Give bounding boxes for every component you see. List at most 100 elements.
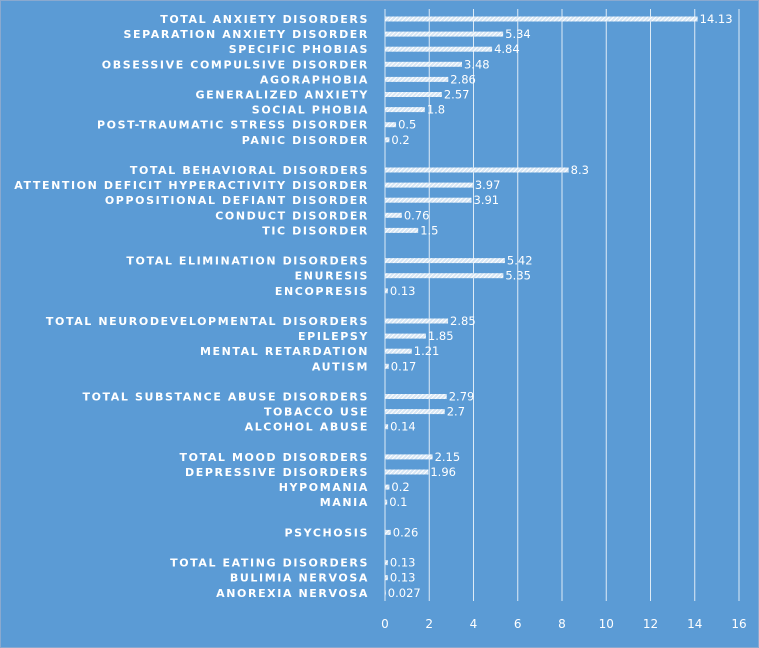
bar: [385, 16, 698, 22]
data-label: 5.35: [505, 269, 531, 283]
bar: [385, 590, 386, 596]
category-label: AGORAPHOBIA: [260, 73, 369, 86]
data-label: 0.2: [391, 133, 409, 147]
category-labels: TOTAL ANXIETY DISORDERS SEPARATION ANXIET…: [14, 13, 369, 600]
bar: [385, 107, 425, 113]
data-label: 0.027: [388, 586, 421, 600]
data-label: 0.13: [390, 284, 416, 298]
bar: [385, 575, 388, 581]
bar: [385, 273, 504, 279]
data-label: 0.5: [398, 118, 416, 132]
bar: [385, 31, 504, 37]
bar: [385, 499, 388, 505]
data-label: 2.15: [435, 450, 461, 464]
bars: [385, 16, 698, 596]
data-label: 0.26: [393, 525, 419, 539]
data-label: 2.7: [447, 405, 465, 419]
bar: [385, 484, 390, 490]
data-label: 0.1: [389, 495, 407, 509]
bar: [385, 394, 447, 399]
category-label: SOCIAL PHOBIA: [252, 104, 369, 117]
category-label: CONDUCT DISORDER: [215, 209, 369, 222]
category-label: ATTENTION DEFICIT HYPERACTIVITY DISORDER: [14, 179, 369, 192]
gridlines: [384, 9, 740, 601]
data-label: 4.84: [494, 42, 520, 56]
bar: [385, 76, 449, 82]
data-label: 2.57: [444, 88, 470, 102]
bar: [385, 122, 397, 128]
data-label: 5.42: [507, 254, 533, 268]
category-label: OBSESSIVE COMPULSIVE DISORDER: [102, 58, 369, 71]
bar: [385, 288, 388, 294]
x-tick-label: 6: [514, 617, 522, 631]
bar: [385, 560, 388, 566]
category-label: TOTAL NEURODEVELOPMENTAL DISORDERS: [46, 315, 369, 328]
data-label: 14.13: [700, 12, 733, 26]
x-tick-label: 14: [687, 617, 702, 631]
data-label: 1.5: [420, 223, 438, 237]
category-label: TOTAL ELIMINATION DISORDERS: [126, 255, 369, 268]
bar: [385, 469, 429, 475]
category-label: ENCOPRESIS: [275, 285, 369, 298]
bar: [385, 333, 426, 339]
bar: [385, 167, 569, 173]
category-label: TOTAL BEHAVIORAL DISORDERS: [130, 164, 369, 177]
bar: [385, 227, 419, 233]
bar: [385, 182, 473, 188]
category-label: TOTAL EATING DISORDERS: [170, 557, 369, 570]
category-label: TIC DISORDER: [262, 224, 369, 237]
category-label: ENURESIS: [295, 270, 369, 283]
data-label: 0.17: [391, 359, 417, 373]
data-label: 8.3: [571, 163, 589, 177]
data-label: 0.13: [390, 571, 416, 585]
data-label: 1.21: [414, 344, 440, 358]
x-tick-label: 8: [558, 617, 566, 631]
category-label: OPPOSITIONAL DEFIANT DISORDER: [105, 194, 369, 207]
bar: [385, 61, 462, 67]
category-label: TOTAL SUBSTANCE ABUSE DISORDERS: [82, 391, 369, 404]
bar: [385, 137, 390, 143]
bar: [385, 197, 472, 203]
data-label: 1.96: [430, 465, 456, 479]
category-label: ALCOHOL ABUSE: [245, 421, 369, 434]
data-label: 0.14: [390, 420, 416, 434]
bar: [385, 424, 389, 430]
category-label: MENTAL RETARDATION: [200, 345, 369, 358]
data-label: 5.34: [505, 27, 531, 41]
x-tick-label: 12: [643, 617, 658, 631]
category-label: PANIC DISORDER: [242, 134, 369, 147]
data-label: 0.76: [404, 208, 430, 222]
category-label: SPECIFIC PHOBIAS: [229, 43, 369, 56]
data-label: 2.86: [450, 72, 476, 86]
x-tick-label: 10: [599, 617, 614, 631]
bar: [385, 92, 442, 97]
category-label: ANOREXIA NERVOSA: [216, 587, 369, 600]
data-label: 2.85: [450, 314, 476, 328]
data-label: 3.91: [474, 193, 500, 207]
bar: [385, 454, 433, 460]
category-label: DEPRESSIVE DISORDERS: [185, 466, 369, 479]
category-label: BULIMIA NERVOSA: [230, 572, 369, 585]
bar: [385, 529, 391, 535]
category-label: EPILEPSY: [298, 330, 369, 343]
x-tick-label: 0: [381, 617, 389, 631]
bar: [385, 363, 389, 369]
x-axis-ticks: 0 2 4 6 8 10 12 14 16: [381, 617, 746, 631]
data-label: 0.2: [391, 480, 409, 494]
bar: [385, 258, 505, 264]
category-label: PSYCHOSIS: [284, 526, 369, 539]
category-label: TOTAL ANXIETY DISORDERS: [160, 13, 369, 26]
bar: [385, 409, 445, 415]
category-label: AUTISM: [312, 360, 369, 373]
bar: [385, 318, 449, 324]
bar: [385, 348, 412, 354]
data-label: 3.97: [475, 178, 501, 192]
category-label: SEPARATION ANXIETY DISORDER: [123, 28, 369, 41]
data-label: 1.85: [428, 329, 454, 343]
category-label: POST-TRAUMATIC STRESS DISORDER: [97, 119, 369, 132]
category-label: GENERALIZED ANXIETY: [196, 89, 369, 102]
data-label: 1.8: [427, 103, 445, 117]
category-label: MANIA: [320, 496, 369, 509]
